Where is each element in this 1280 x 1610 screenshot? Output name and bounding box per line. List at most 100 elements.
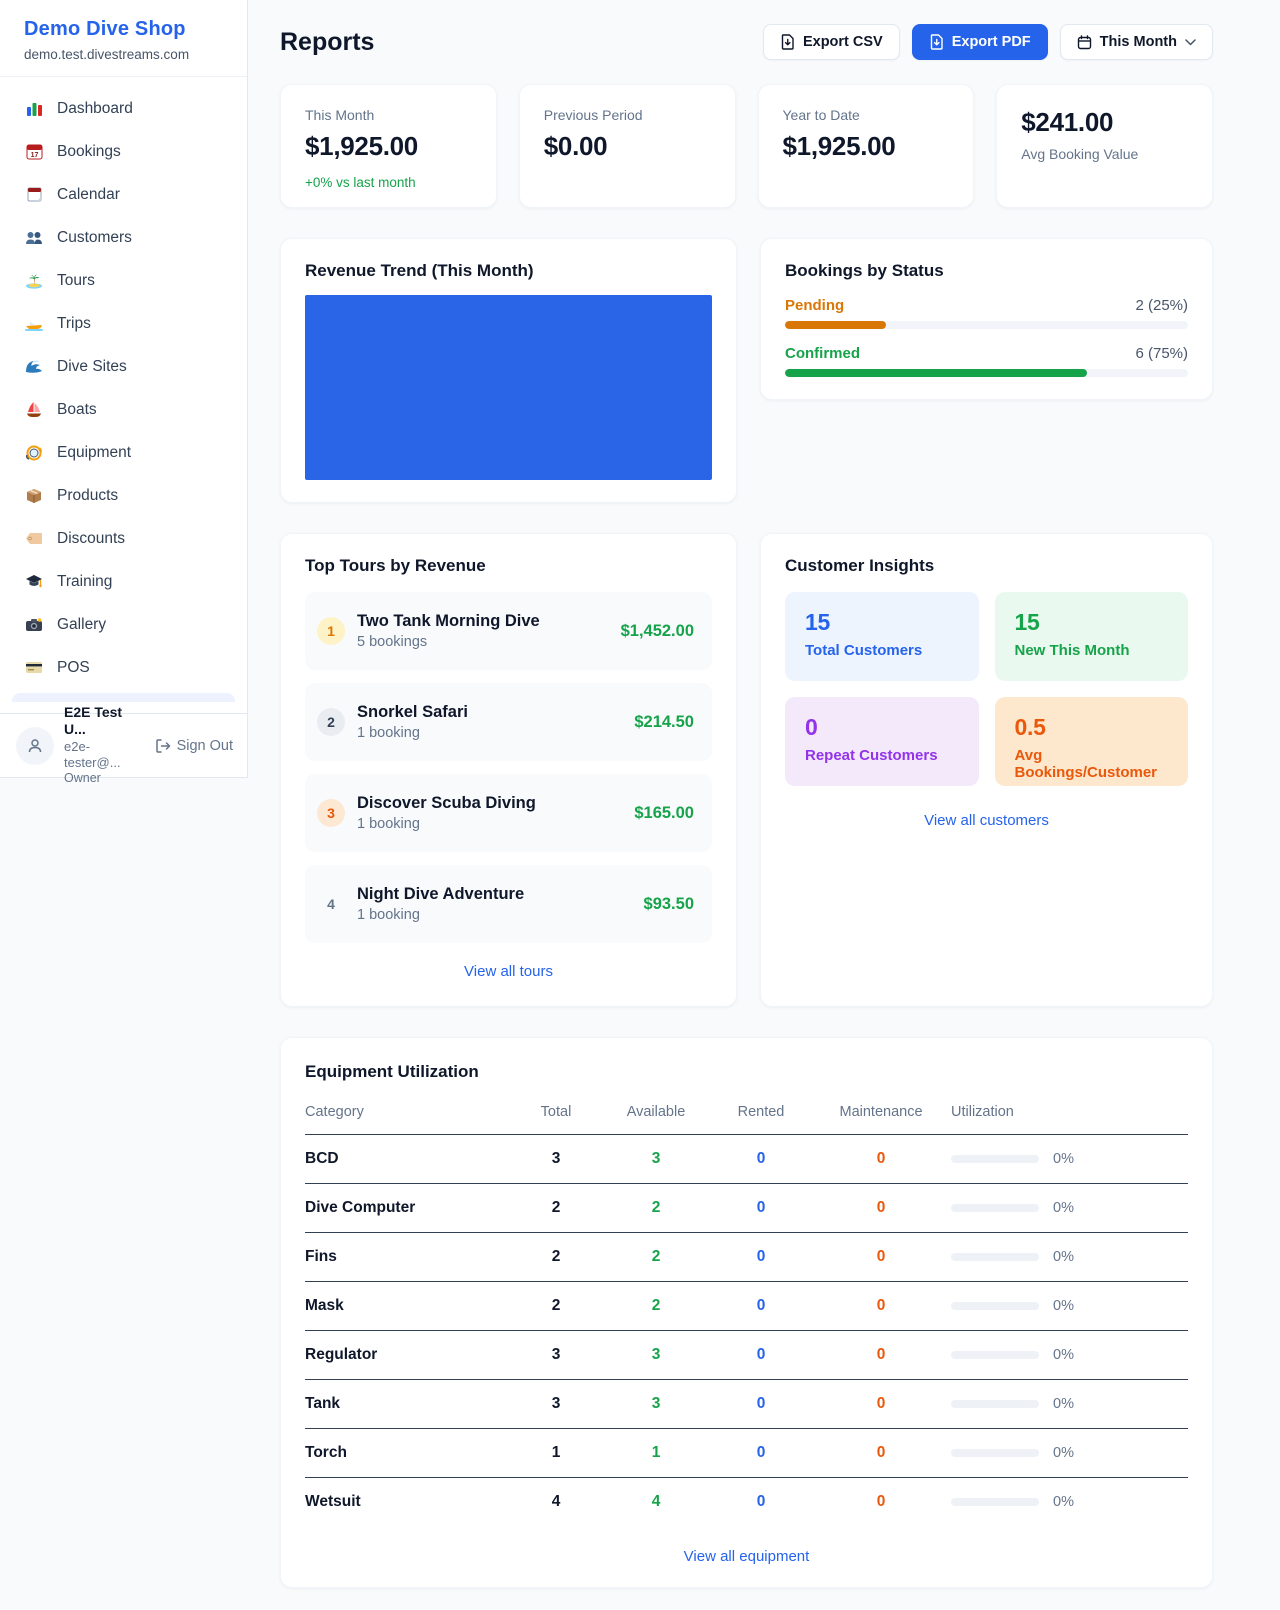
tour-bookings: 5 bookings (357, 634, 428, 650)
cell-maintenance: 0 (876, 1444, 886, 1461)
stat-value: $1,925.00 (782, 131, 896, 161)
sidebar: Demo Dive Shop demo.test.divestreams.com… (0, 0, 248, 785)
equipment-row-fins: Fins 2 2 0 0 0% (305, 1233, 1188, 1282)
cell-utilization: 0% (1053, 1396, 1074, 1412)
utilization-bar (951, 1449, 1039, 1457)
sidebar-item-label: Equipment (57, 443, 132, 461)
sidebar-item-customers[interactable]: Customers (0, 216, 247, 259)
wave-icon (24, 357, 44, 377)
header-actions: Export CSV Export PDF This Month (762, 24, 1213, 60)
file-download-icon (781, 34, 794, 50)
cell-utilization: 0% (1053, 1445, 1074, 1461)
sidebar-item-label: Boats (57, 400, 97, 418)
file-download-icon (930, 34, 943, 50)
cell-category: Torch (305, 1444, 347, 1461)
equipment-row-tank: Tank 3 3 0 0 0% (305, 1380, 1188, 1429)
sidebar-item-pos[interactable]: POS (0, 646, 247, 689)
tear-off-calendar-icon (24, 185, 44, 205)
cell-utilization: 0% (1053, 1151, 1074, 1167)
sidebar-item-discounts[interactable]: Discounts (0, 517, 247, 560)
cell-total: 2 (551, 1248, 561, 1265)
sidebar-item-products[interactable]: Products (0, 474, 247, 517)
stat-label: Year to Date (782, 107, 860, 123)
equipment-row-torch: Torch 1 1 0 0 0% (305, 1429, 1188, 1478)
sidebar-item-reports-partial[interactable] (12, 693, 235, 702)
brand-block: Demo Dive Shop demo.test.divestreams.com (0, 0, 247, 77)
export-csv-label: Export CSV (802, 34, 883, 50)
cell-total: 2 (551, 1297, 561, 1314)
sidebar-item-dive-sites[interactable]: Dive Sites (0, 345, 247, 388)
insight-label: Repeat Customers (805, 747, 938, 764)
bookings-by-status-card: Bookings by Status Pending 2 (25%) Confi… (760, 238, 1213, 400)
cell-rented: 0 (756, 1150, 766, 1167)
period-dropdown[interactable]: This Month (1059, 24, 1213, 60)
tour-bookings: 1 booking (357, 907, 420, 923)
desert-island-icon (24, 271, 44, 291)
cell-category: Tank (305, 1395, 341, 1412)
people-icon (24, 228, 44, 248)
tour-row: 2 Snorkel Safari 1 booking $214.50 (305, 683, 712, 761)
sign-out-button[interactable]: Sign Out (155, 738, 233, 754)
tour-amount: $93.50 (643, 894, 694, 913)
cell-maintenance: 0 (876, 1297, 886, 1314)
rank-badge: 4 (327, 896, 335, 912)
avatar (16, 726, 54, 765)
status-label: Pending (785, 297, 845, 314)
calendar-icon (1077, 34, 1091, 49)
sidebar-item-dashboard[interactable]: Dashboard (0, 87, 247, 130)
cell-available: 3 (651, 1346, 661, 1363)
sidebar-item-trips[interactable]: Trips (0, 302, 247, 345)
sidebar-item-boats[interactable]: Boats (0, 388, 247, 431)
utilization-bar (951, 1204, 1039, 1212)
col-utilization: Utilization (951, 1104, 1014, 1120)
sidebar-item-label: Products (57, 486, 119, 504)
col-rented: Rented (737, 1104, 785, 1120)
insight-grid: 15 Total Customers 15 New This Month 0 R… (785, 592, 1188, 786)
sidebar-item-training[interactable]: Training (0, 560, 247, 603)
tour-name: Night Dive Adventure (357, 885, 525, 903)
insight-label: Total Customers (805, 642, 923, 659)
top-tours-card: Top Tours by Revenue 1 Two Tank Morning … (280, 533, 737, 1007)
user-section: E2E Test U... e2e-tester@... Owner Sign … (0, 704, 247, 785)
status-value: 6 (75%) (1135, 345, 1188, 362)
stat-card-this-month: This Month $1,925.00 +0% vs last month (280, 84, 497, 208)
tour-amount: $214.50 (634, 712, 694, 731)
export-csv-button[interactable]: Export CSV (762, 24, 900, 60)
rank-badge: 2 (317, 708, 345, 736)
sidebar-item-label: Calendar (57, 185, 120, 203)
camera-icon (24, 615, 44, 635)
export-pdf-button[interactable]: Export PDF (911, 24, 1048, 60)
top-tours-title: Top Tours by Revenue (305, 556, 486, 575)
customer-insights-card: Customer Insights 15 Total Customers 15 … (760, 533, 1213, 1007)
sidebar-item-equipment[interactable]: Equipment (0, 431, 247, 474)
cell-maintenance: 0 (876, 1199, 886, 1216)
status-bar-fill (785, 321, 886, 329)
cell-available: 2 (651, 1199, 661, 1216)
sidebar-item-gallery[interactable]: Gallery (0, 603, 247, 646)
page-title: Reports (280, 27, 375, 56)
user-meta: E2E Test U... e2e-tester@... Owner (64, 704, 145, 787)
status-label: Confirmed (785, 345, 860, 362)
equipment-utilization-title: Equipment Utilization (305, 1062, 479, 1081)
tour-name: Discover Scuba Diving (357, 794, 536, 812)
cell-available: 2 (651, 1248, 661, 1265)
sidebar-item-tours[interactable]: Tours (0, 259, 247, 302)
cell-utilization: 0% (1053, 1347, 1074, 1363)
cell-maintenance: 0 (876, 1150, 886, 1167)
stat-label: Previous Period (543, 107, 643, 123)
view-all-customers-link[interactable]: View all customers (924, 812, 1049, 829)
cell-category: Wetsuit (305, 1493, 361, 1510)
cell-rented: 0 (756, 1493, 766, 1510)
insight-value: 15 (805, 609, 830, 635)
col-total: Total (540, 1104, 572, 1120)
sidebar-item-calendar[interactable]: Calendar (0, 173, 247, 216)
stat-card-avg-booking-value: $241.00 Avg Booking Value (996, 84, 1213, 208)
sidebar-item-label: Discounts (57, 529, 126, 547)
cell-rented: 0 (756, 1444, 766, 1461)
utilization-bar (951, 1155, 1039, 1163)
sidebar-item-label: Customers (57, 228, 132, 246)
view-all-equipment-link[interactable]: View all equipment (683, 1548, 810, 1565)
view-all-tours-link[interactable]: View all tours (464, 963, 553, 980)
sidebar-item-bookings[interactable]: 17 Bookings (0, 130, 247, 173)
cell-available: 3 (651, 1395, 661, 1412)
